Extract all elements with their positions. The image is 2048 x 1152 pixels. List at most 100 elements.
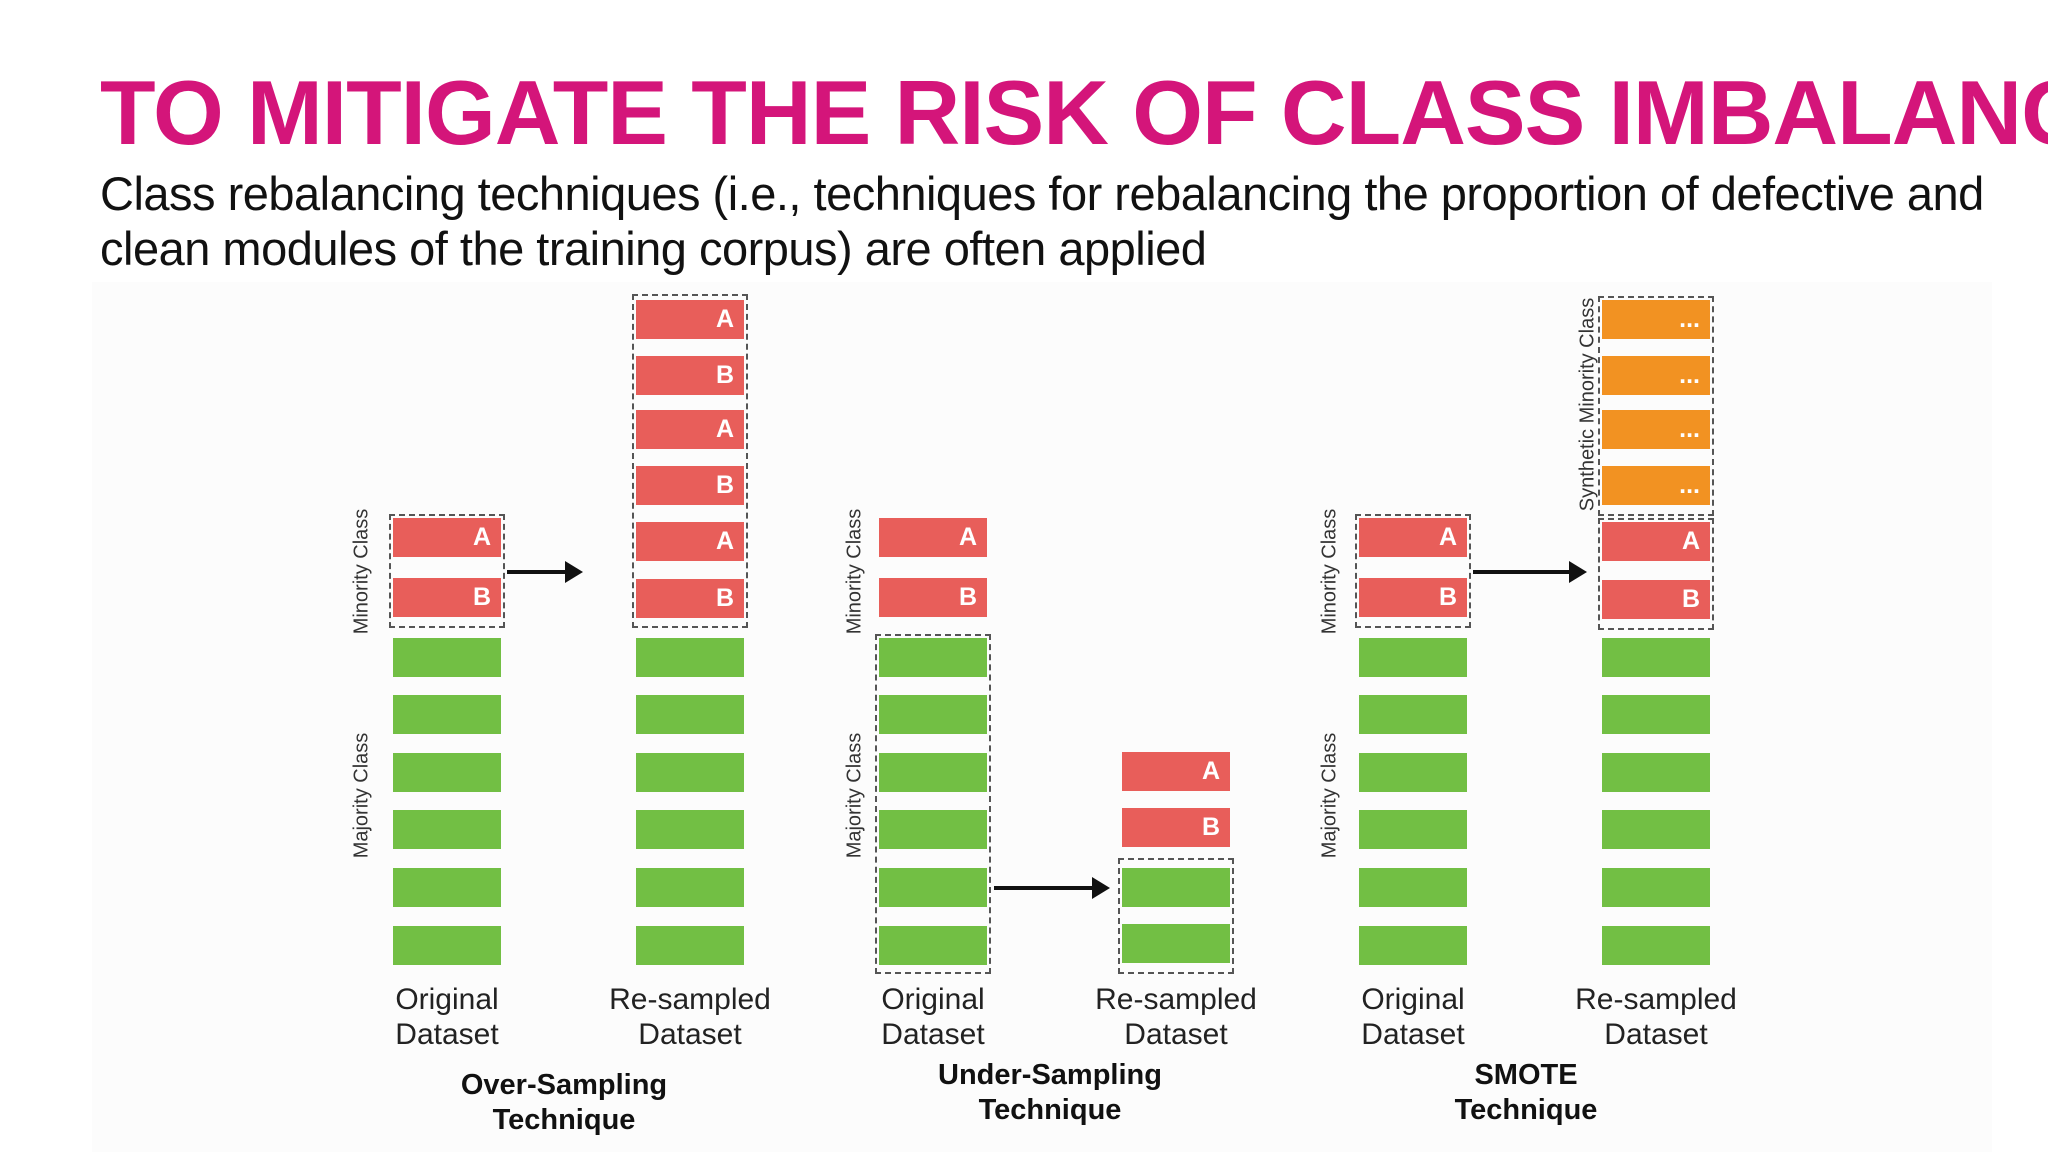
bar-label: A [1681,527,1700,555]
bar-label: A [958,523,977,551]
over-original-majority-bar [393,868,501,907]
caption-line: Original [395,983,499,1016]
under-original-majority-bar [879,868,987,907]
smote-resampled-minority-bar-b: B [1602,580,1710,619]
bar-label: B [472,583,491,611]
under-original-minority-bar-a: A [879,518,987,557]
smote-resampled-majority-bar [1602,638,1710,677]
over-resampled-caption: Re-sampled Dataset [570,982,810,1052]
smote-original-majority-bar [1359,638,1467,677]
smote-resampled-majority-bar [1602,753,1710,792]
over-minority-class-label: Minority Class [350,508,373,635]
bar-label: A [715,527,734,555]
under-original-majority-bar [879,926,987,965]
caption-line: Dataset [881,1018,985,1051]
bar-label: A [1201,757,1220,785]
bar-label: ... [1679,415,1700,443]
bar-label: A [715,415,734,443]
caption-line: Dataset [1604,1018,1708,1051]
smote-original-minority-box [1355,514,1471,628]
over-original-minority-bar-a: A [393,518,501,557]
bar-label: B [715,584,734,612]
over-resampled-minority-bar-a: A [636,410,744,449]
smote-synthetic-bar: ... [1602,356,1710,395]
smote-resampled-majority-bar [1602,868,1710,907]
under-resampled-majority-bar [1122,868,1230,907]
smote-resampled-minority-box [1598,518,1714,630]
smote-resampled-caption: Re-sampled Dataset [1536,982,1776,1052]
over-resampled-majority-bar [636,638,744,677]
smote-arrow [1473,561,1587,583]
smote-majority-class-label: Majority Class [1318,732,1341,859]
smote-original-minority-bar-b: B [1359,578,1467,617]
smote-original-majority-bar [1359,753,1467,792]
under-resampled-caption: Re-sampled Dataset [1056,982,1296,1052]
bar-label: A [472,523,491,551]
over-resampled-majority-bar [636,695,744,734]
smote-resampled-majority-bar [1602,695,1710,734]
over-original-minority-bar-b: B [393,578,501,617]
over-resampled-majority-bar [636,926,744,965]
caption-line: Re-sampled [1095,983,1257,1016]
smote-synthetic-bar: ... [1602,410,1710,449]
technique-line: Technique [1454,1094,1598,1126]
over-original-minority-box [389,514,505,628]
over-sampling-arrow [507,561,583,583]
technique-line: SMOTE [1474,1059,1578,1091]
under-resampled-majority-box [1118,858,1234,974]
over-resampled-majority-bar [636,868,744,907]
caption-line: Re-sampled [609,983,771,1016]
over-original-majority-bar [393,695,501,734]
technique-line: Under-Sampling [938,1059,1162,1091]
smote-original-minority-bar-a: A [1359,518,1467,557]
bar-label: B [715,361,734,389]
under-resampled-minority-bar-b: B [1122,808,1230,847]
under-resampled-minority-bar-a: A [1122,752,1230,791]
smote-resampled-majority-bar [1602,926,1710,965]
bar-label: A [1438,523,1457,551]
over-resampled-minority-bar-b: B [636,579,744,618]
technique-line: Technique [492,1104,636,1136]
bar-label: ... [1679,305,1700,333]
caption-line: Dataset [395,1018,499,1051]
smote-technique-label: SMOTE Technique [1346,1058,1706,1128]
bar-label: B [715,471,734,499]
under-majority-class-label: Majority Class [843,732,866,859]
over-original-majority-bar [393,926,501,965]
over-resampled-minority-bar-b: B [636,466,744,505]
under-original-majority-bar [879,753,987,792]
class-rebalancing-diagram: A B Minority Class Majority Class A B A … [92,282,1992,1152]
smote-synthetic-bar: ... [1602,466,1710,505]
smote-original-majority-bar [1359,868,1467,907]
caption-line: Original [1361,983,1465,1016]
smote-original-majority-bar [1359,810,1467,849]
caption-line: Dataset [1361,1018,1465,1051]
bar-label: ... [1679,471,1700,499]
bar-label: B [958,583,977,611]
under-minority-class-label: Minority Class [843,508,866,635]
over-resampled-majority-bar [636,810,744,849]
bar-label: B [1438,583,1457,611]
caption-line: Dataset [638,1018,742,1051]
smote-resampled-minority-bar-a: A [1602,522,1710,561]
bar-label: B [1201,813,1220,841]
under-sampling-technique-label: Under-Sampling Technique [870,1058,1230,1128]
over-resampled-majority-bar [636,753,744,792]
caption-line: Dataset [1124,1018,1228,1051]
page-title: TO MITIGATE THE RISK OF CLASS IMBALANCE [100,63,2048,164]
smote-minority-class-label: Minority Class [1318,508,1341,635]
under-original-majority-bar [879,638,987,677]
under-original-minority-bar-b: B [879,578,987,617]
smote-original-majority-bar [1359,926,1467,965]
bar-label: A [715,305,734,333]
over-resampled-minority-bar-b: B [636,356,744,395]
smote-original-majority-bar [1359,695,1467,734]
page-subtitle: Class rebalancing techniques (i.e., tech… [100,167,1984,275]
under-resampled-majority-bar [1122,924,1230,963]
caption-line: Original [881,983,985,1016]
smote-synthetic-minority-class-label: Synthetic Minority Class [1576,297,1599,512]
over-original-majority-bar [393,810,501,849]
smote-resampled-majority-bar [1602,810,1710,849]
over-resampled-minority-bar-a: A [636,300,744,339]
over-sampling-technique-label: Over-Sampling Technique [384,1068,744,1138]
